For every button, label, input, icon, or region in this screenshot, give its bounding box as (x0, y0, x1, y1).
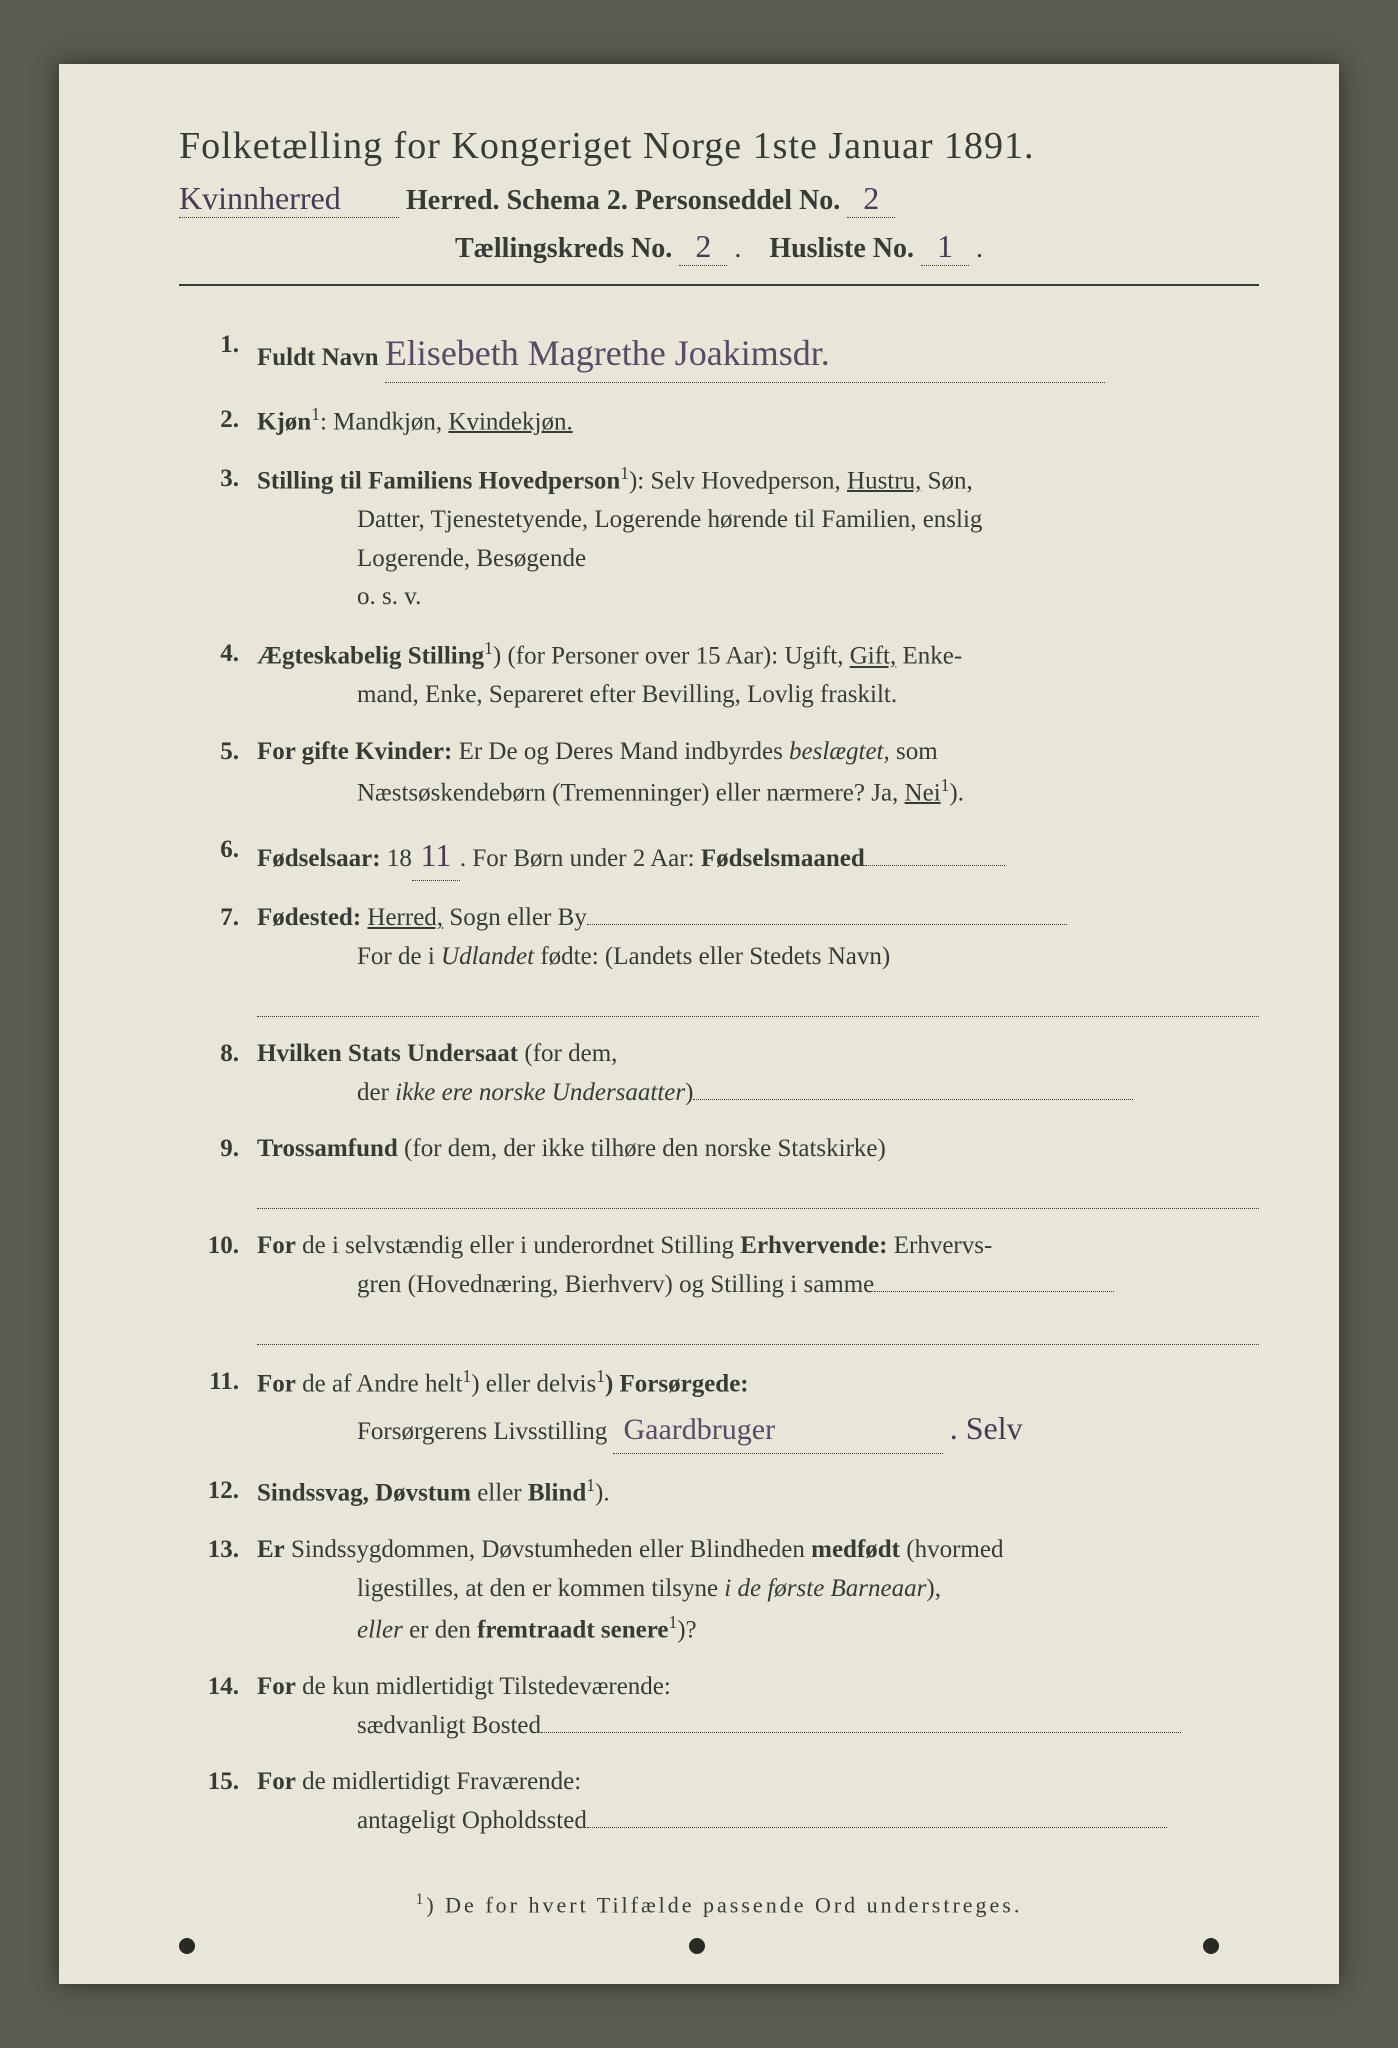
field-8-citizenship: 8. Hvilken Stats Undersaat (for dem, der… (179, 1035, 1259, 1113)
label-aegteskab: Ægteskabelig Stilling (257, 643, 484, 670)
kreds-line: Tællingskreds No. 2 . Husliste No. 1 . (179, 228, 1259, 266)
field-11-provider: 11. For de af Andre helt1) eller delvis1… (179, 1363, 1259, 1455)
field-4-marital: 4. Ægteskabelig Stilling1) (for Personer… (179, 635, 1259, 715)
item-number: 15. (179, 1763, 257, 1841)
label-stats-undersaat: Hvilken Stats Undersaat (257, 1040, 518, 1067)
item-number: 10. (179, 1227, 257, 1345)
provider-occupation-hw: Gaardbruger (613, 1407, 943, 1455)
kvindekjon-underlined: Kvindekjøn. (448, 408, 572, 435)
field-15-absent: 15. For de midlertidigt Fraværende: anta… (179, 1763, 1259, 1841)
field-10-occupation: 10. For de i selvstændig eller i underor… (179, 1227, 1259, 1345)
herred-line: Kvinnherred Herred. Schema 2. Personsedd… (179, 180, 1259, 218)
item-number: 1. (179, 326, 257, 383)
item-number: 7. (179, 899, 257, 1017)
field-5-related: 5. For gifte Kvinder: Er De og Deres Man… (179, 733, 1259, 813)
label-kjon: Kjøn (257, 408, 311, 435)
item-number: 4. (179, 635, 257, 715)
item-number: 12. (179, 1472, 257, 1513)
taellingskreds-label: Tællingskreds No. (455, 233, 672, 264)
husliste-label: Husliste No. (769, 233, 914, 264)
label-stilling: Stilling til Familiens Hovedperson (257, 467, 620, 494)
item-number: 11. (179, 1363, 257, 1455)
field-1-name: 1. Fuldt Navn Elisebeth Magrethe Joakims… (179, 326, 1259, 383)
form-header: Folketælling for Kongeriget Norge 1ste J… (179, 124, 1259, 286)
name-handwritten: Elisebeth Magrethe Joakimsdr. (385, 326, 1105, 383)
census-form-page: Folketælling for Kongeriget Norge 1ste J… (59, 64, 1339, 1984)
item-number: 13. (179, 1531, 257, 1650)
field-13-congenital: 13. Er Sindssygdommen, Døvstumheden elle… (179, 1531, 1259, 1650)
field-14-present: 14. For de kun midlertidigt Tilstedevære… (179, 1668, 1259, 1746)
label-fodselsaar: Fødselsaar: (257, 845, 381, 872)
field-6-birthyear: 6. Fødselsaar: 1811. For Børn under 2 Aa… (179, 831, 1259, 882)
gift-underlined: Gift, (850, 643, 897, 670)
provider-suffix-hw: . Selv (950, 1410, 1023, 1446)
field-12-disability: 12. Sindssvag, Døvstum eller Blind1). (179, 1472, 1259, 1513)
field-7-birthplace: 7. Fødested: Herred, Sogn eller By For d… (179, 899, 1259, 1017)
schema-label: Schema 2. (507, 185, 628, 216)
herred-underlined: Herred, (367, 904, 443, 931)
label-fodested: Fødested: (257, 904, 361, 931)
item-number: 5. (179, 733, 257, 813)
nei-underlined: Nei (905, 779, 941, 806)
field-3-relation: 3. Stilling til Familiens Hovedperson1):… (179, 460, 1259, 617)
field-9-religion: 9. Trossamfund (for dem, der ikke tilhør… (179, 1130, 1259, 1209)
hustru-underlined: Hustru, (847, 467, 921, 494)
header-rule (179, 284, 1259, 286)
field-2-sex: 2. Kjøn1: Mandkjøn, Kvindekjøn. (179, 401, 1259, 442)
punch-hole-icon (1203, 1938, 1219, 1954)
label-gifte-kvinder: For gifte Kvinder: (257, 738, 452, 765)
herred-handwritten: Kvinnherred (179, 180, 399, 218)
herred-label: Herred. (406, 185, 500, 216)
item-number: 9. (179, 1130, 257, 1209)
punch-hole-icon (179, 1938, 195, 1954)
item-number: 14. (179, 1668, 257, 1746)
personseddel-label: Personseddel No. (635, 185, 840, 216)
footnote: 1) De for hvert Tilfælde passende Ord un… (179, 1891, 1259, 1918)
item-number: 3. (179, 460, 257, 617)
label-trossamfund: Trossamfund (257, 1135, 398, 1162)
birthyear-hw: 11 (412, 831, 460, 882)
taellingskreds-no: 2 (679, 228, 727, 266)
husliste-no: 1 (921, 228, 969, 266)
item-number: 6. (179, 831, 257, 882)
main-title: Folketælling for Kongeriget Norge 1ste J… (179, 124, 1259, 168)
personseddel-no: 2 (847, 180, 895, 218)
label-fuldt-navn: Fuldt Navn (257, 344, 379, 371)
text: : Mandkjøn, (320, 408, 448, 435)
item-number: 8. (179, 1035, 257, 1113)
punch-hole-icon (689, 1938, 705, 1954)
item-number: 2. (179, 401, 257, 442)
